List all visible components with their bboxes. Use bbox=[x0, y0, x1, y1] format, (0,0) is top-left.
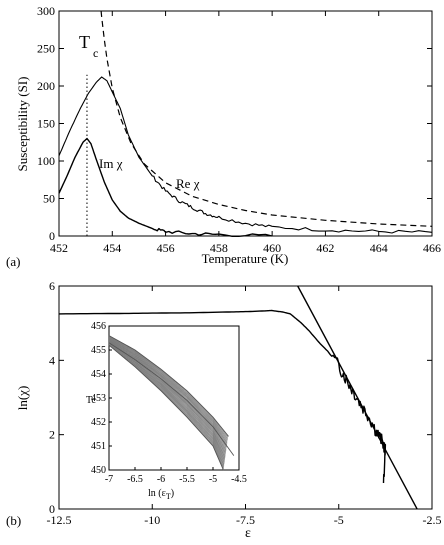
inset-curve bbox=[108, 341, 226, 459]
inset-x-label-end: ) bbox=[171, 488, 174, 499]
inset-x-label-main: ln (ε bbox=[148, 488, 166, 499]
inset-series bbox=[108, 344, 224, 471]
panel-a-frame bbox=[58, 10, 433, 237]
inset-x-tick-label: -5 bbox=[209, 474, 217, 485]
inset-y-tick-label: 453 bbox=[91, 393, 106, 404]
y-tick-label: 250 bbox=[37, 42, 55, 56]
x-tick-label: -10 bbox=[144, 513, 160, 527]
panel-b-y-ticks: 0 2 4 6 bbox=[49, 279, 432, 516]
inset-curve bbox=[108, 343, 225, 465]
y-tick-label: 0 bbox=[49, 502, 55, 516]
inset-x-ticks: -7 -6.5 -6 -5.5 -5 -4.5 bbox=[105, 467, 247, 485]
x-tick-label: 464 bbox=[370, 241, 388, 255]
tc-label: T bbox=[79, 32, 90, 52]
panel-b-x-ticks: -12.5 -10 -7.5 -5 -2.5 bbox=[47, 286, 442, 527]
x-tick-label: -5 bbox=[334, 513, 344, 527]
inset-curve bbox=[108, 336, 228, 442]
inset-curve bbox=[108, 342, 225, 463]
x-tick-label: 460 bbox=[263, 241, 281, 255]
y-tick-label: 300 bbox=[37, 4, 55, 18]
x-tick-label: 452 bbox=[50, 241, 68, 255]
inset-curve bbox=[108, 336, 228, 441]
inset-series bbox=[108, 335, 229, 437]
inset-curve bbox=[108, 340, 226, 454]
inset-curve bbox=[108, 341, 226, 460]
panel-b: -12.5 -10 -7.5 -5 -2.5 0 2 4 6 ε ln(χ) (b) -7 -6… bbox=[6, 279, 442, 541]
inset-curve bbox=[108, 343, 225, 467]
inset-curve bbox=[108, 343, 225, 466]
inset-curve bbox=[108, 337, 228, 444]
inset-y-tick-label: 450 bbox=[91, 465, 106, 476]
y-tick-label: 50 bbox=[43, 192, 55, 206]
panel-a-x-axis-label: Temperature (K) bbox=[202, 251, 289, 266]
fit-curve-dashed bbox=[100, 10, 433, 227]
x-tick-label: 466 bbox=[423, 241, 441, 255]
panel-b-x-axis-label: ε bbox=[245, 526, 251, 541]
inset-x-tick-label: -7 bbox=[105, 474, 113, 485]
inset-y-ticks: 450 451 452 453 454 455 456 bbox=[91, 321, 112, 476]
inset-curves bbox=[108, 335, 235, 471]
ln-chi-series bbox=[58, 309, 387, 484]
inset-curve bbox=[108, 337, 228, 445]
x-tick-label: -12.5 bbox=[47, 513, 72, 527]
inset-curve bbox=[108, 342, 225, 462]
tc-label-subscript: c bbox=[93, 46, 98, 60]
panel-a: 452 454 456 458 460 462 464 466 0 50 100 150 200 250… bbox=[6, 4, 441, 269]
inset-x-label-sub: T bbox=[166, 492, 171, 501]
inset-curve bbox=[108, 336, 228, 439]
linear-fit-line bbox=[297, 285, 418, 510]
panel-a-y-ticks: 0 50 100 150 200 250 300 bbox=[37, 4, 432, 243]
inset-x-tick-label: -5.5 bbox=[179, 474, 195, 485]
inset-series bbox=[108, 342, 235, 456]
x-tick-label: -2.5 bbox=[423, 513, 442, 527]
y-tick-label: 4 bbox=[49, 353, 55, 367]
panel-b-tag: (b) bbox=[6, 513, 21, 528]
panel-a-x-ticks: 452 454 456 458 460 462 464 466 bbox=[50, 11, 441, 255]
inset-curve bbox=[108, 335, 229, 438]
re-chi-series bbox=[58, 76, 433, 234]
panel-a-series bbox=[58, 10, 433, 237]
inset-plot: -7 -6.5 -6 -5.5 -5 -4.5 450 451 452 453 454 455 456… bbox=[86, 321, 247, 501]
panel-b-series bbox=[58, 285, 418, 510]
inset-curve bbox=[108, 337, 228, 443]
inset-y-tick-label: 454 bbox=[91, 369, 106, 380]
inset-y-tick-label: 451 bbox=[91, 441, 106, 452]
inset-curve bbox=[108, 338, 227, 449]
y-tick-label: 150 bbox=[37, 117, 55, 131]
inset-x-axis-label: ln (εT) bbox=[148, 488, 174, 501]
inset-curve bbox=[108, 340, 226, 455]
im-chi-series bbox=[58, 137, 273, 237]
x-tick-label: 454 bbox=[103, 241, 121, 255]
y-tick-label: 0 bbox=[49, 229, 55, 243]
y-tick-label: 6 bbox=[49, 279, 55, 293]
inset-curve bbox=[108, 339, 227, 453]
inset-curve bbox=[108, 339, 227, 451]
y-tick-label: 2 bbox=[49, 428, 55, 442]
inset-y-tick-label: 456 bbox=[91, 321, 106, 332]
inset-y-tick-label: 452 bbox=[91, 417, 106, 428]
inset-y-axis-label: Tc bbox=[86, 395, 96, 406]
inset-curve bbox=[108, 344, 224, 468]
inset-y-tick-label: 455 bbox=[91, 345, 106, 356]
inset-curve bbox=[108, 338, 227, 447]
inset-x-tick-label: -6.5 bbox=[127, 474, 143, 485]
panel-b-y-axis-label: ln(χ) bbox=[15, 386, 30, 411]
inset-curve bbox=[108, 342, 225, 461]
x-tick-label: 458 bbox=[210, 241, 228, 255]
im-chi-annotation: Im χ bbox=[99, 156, 123, 171]
x-tick-label: -7.5 bbox=[236, 513, 255, 527]
x-tick-label: 462 bbox=[316, 241, 334, 255]
y-tick-label: 100 bbox=[37, 154, 55, 168]
panel-a-y-axis-label: Susceptibility (SI) bbox=[15, 77, 30, 172]
panel-a-tag: (a) bbox=[6, 254, 20, 269]
x-tick-label: 456 bbox=[157, 241, 175, 255]
re-chi-annotation: Re χ bbox=[176, 176, 200, 191]
inset-x-tick-label: -6 bbox=[157, 474, 165, 485]
y-tick-label: 200 bbox=[37, 79, 55, 93]
inset-x-tick-label: -4.5 bbox=[231, 474, 247, 485]
